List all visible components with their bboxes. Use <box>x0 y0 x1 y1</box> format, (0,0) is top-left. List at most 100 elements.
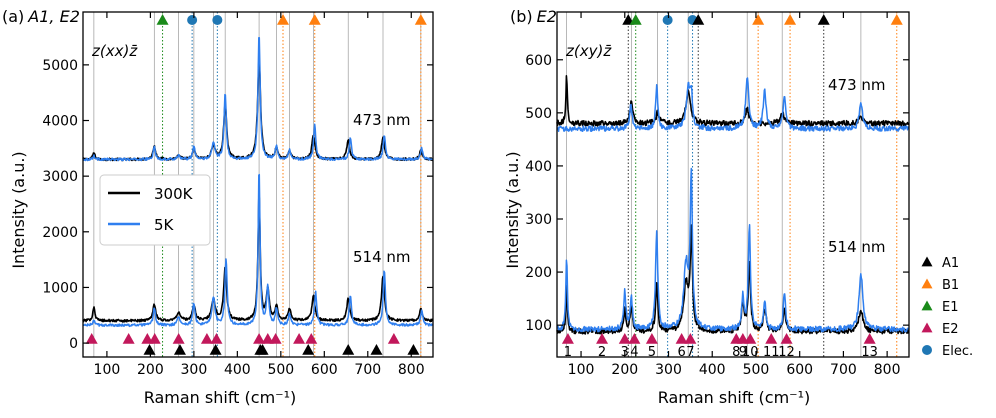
panel-b-annotation-514: 514 nm <box>828 238 886 256</box>
x-tick-label: 400 <box>224 362 251 378</box>
top-marker-triangle <box>890 14 903 25</box>
x-tick-label: 700 <box>830 362 857 378</box>
e2-marker-label: 9 <box>739 345 747 360</box>
e2-marker-label: 2 <box>598 345 606 360</box>
panel-b-title: (b) E2 <box>510 7 557 26</box>
top-marker-triangle <box>784 14 797 25</box>
top-marker-triangle <box>817 14 830 25</box>
y-tick-label: 300 <box>525 212 552 228</box>
e2-marker-label: 12 <box>778 345 795 360</box>
x-tick-label: 800 <box>398 362 425 378</box>
e2-marker <box>305 333 318 344</box>
e2-marker-label: 5 <box>648 345 656 360</box>
x-tick-label: 800 <box>874 362 901 378</box>
x-tick-label: 200 <box>137 362 164 378</box>
e2-marker <box>765 333 778 344</box>
legend-label: Elec. <box>942 344 973 359</box>
a1-marker <box>256 344 269 355</box>
series-300K-473nm <box>556 75 910 127</box>
legend-label: B1 <box>942 278 959 293</box>
y-tick-label: 1000 <box>42 280 78 296</box>
e2-marker <box>293 333 306 344</box>
e2-marker-label: 1 <box>564 345 572 360</box>
e2-marker <box>780 333 793 344</box>
a1-marker <box>407 344 420 355</box>
axes-frame <box>556 11 910 358</box>
y-tick-label: 0 <box>69 336 78 352</box>
y-tick-label: 600 <box>525 53 552 69</box>
e2-marker-label: 8 <box>732 345 740 360</box>
series-5K-514nm <box>556 167 910 333</box>
top-marker-circle <box>662 15 673 25</box>
legend-5k-label: 5K <box>154 216 175 234</box>
top-marker-triangle <box>308 14 321 25</box>
e2-marker <box>561 333 574 344</box>
x-tick-label: 400 <box>699 362 726 378</box>
panel-b-ylabel: Intensity (a.u.) <box>503 151 522 268</box>
a1-marker <box>342 344 355 355</box>
a1-marker <box>302 344 315 355</box>
legend-label: A1 <box>942 256 959 271</box>
top-marker-triangle <box>752 14 765 25</box>
x-tick-label: 300 <box>181 362 208 378</box>
panel-a-xlabel: Raman shift (cm⁻¹) <box>144 388 297 407</box>
e2-marker <box>148 333 161 344</box>
top-marker-circle <box>187 15 198 25</box>
series-5K-473nm <box>82 37 434 162</box>
top-marker-triangle <box>692 14 705 25</box>
panel-a-ylabel: Intensity (a.u.) <box>9 151 28 268</box>
top-marker-triangle <box>629 14 642 25</box>
e2-marker-label: 13 <box>861 345 878 360</box>
y-tick-label: 100 <box>525 318 552 334</box>
e2-marker-label: 7 <box>686 345 694 360</box>
x-tick-label: 500 <box>743 362 770 378</box>
e2-marker <box>172 333 185 344</box>
panel-b-annotation-473: 473 nm <box>828 76 886 94</box>
legend-label: E1 <box>942 300 959 315</box>
legend-marker <box>921 300 933 311</box>
reference-lines <box>566 12 898 357</box>
x-tick-label: 300 <box>655 362 682 378</box>
a1-marker <box>143 344 156 355</box>
panel-a: (a) A1, E2 Raman shift (cm⁻¹) Intensity (… <box>2 7 434 407</box>
axes-frame <box>82 11 434 358</box>
y-tick-label: 3000 <box>42 169 78 185</box>
top-marker-triangle <box>156 14 169 25</box>
e2-marker <box>261 333 274 344</box>
x-tick-label: 100 <box>568 362 595 378</box>
e2-marker <box>253 333 266 344</box>
legend-300k-label: 300K <box>154 185 194 203</box>
legend-label: E2 <box>942 322 959 337</box>
x-tick-label: 700 <box>354 362 381 378</box>
e2-marker <box>210 333 223 344</box>
e2-marker <box>645 333 658 344</box>
top-marker-circle <box>212 15 223 25</box>
x-tick-label: 600 <box>786 362 813 378</box>
legend-marker <box>921 322 933 333</box>
e2-marker-label: 10 <box>742 345 759 360</box>
x-tick-label: 200 <box>611 362 638 378</box>
series-5K-514nm <box>82 173 434 328</box>
e2-marker-label: 6 <box>677 345 685 360</box>
a1-marker <box>209 344 222 355</box>
e2-marker <box>85 333 98 344</box>
panel-a-geometry: z(xx)z̄ <box>91 42 138 60</box>
e2-marker <box>200 333 213 344</box>
y-tick-label: 500 <box>525 106 552 122</box>
a1-marker <box>173 344 186 355</box>
y-tick-label: 4000 <box>42 114 78 130</box>
y-tick-label: 200 <box>525 265 552 281</box>
top-marker-triangle <box>414 14 427 25</box>
e2-marker <box>744 333 757 344</box>
e2-marker <box>628 333 641 344</box>
shared-legend: A1 B1 E1 E2 Elec. <box>921 256 973 359</box>
e2-marker <box>269 333 282 344</box>
e2-marker <box>863 333 876 344</box>
legend-marker <box>921 256 933 267</box>
top-marker-triangle <box>277 14 289 25</box>
panel-b: (b) E2 Raman shift (cm⁻¹) Intensity (a.u.… <box>503 7 910 407</box>
panel-a-annotation-514: 514 nm <box>353 248 411 266</box>
x-tick-label: 100 <box>94 362 121 378</box>
e2-marker-label: 11 <box>763 345 780 360</box>
e2-marker <box>684 333 697 344</box>
